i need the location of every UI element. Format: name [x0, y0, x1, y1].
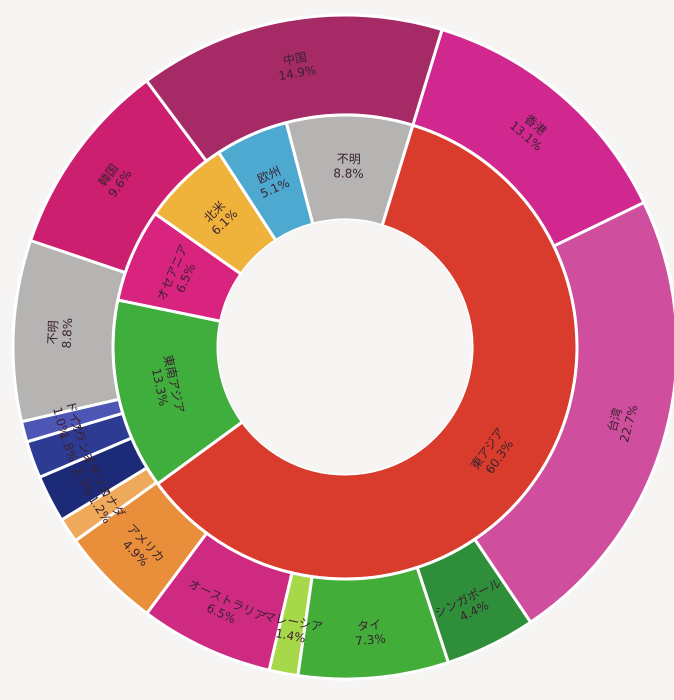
outer-slice-13: [144, 13, 444, 164]
outer-label-name-11: 不明: [45, 320, 60, 345]
inner-label-5: 不明8.8%: [333, 152, 364, 181]
outer-label-pct-4: 1.4%: [274, 626, 307, 645]
outer-label-pct-13: 14.9%: [277, 63, 317, 83]
center-hole: [218, 220, 472, 474]
outer-label-name-1: 台湾: [604, 406, 625, 433]
outer-label-11: 不明8.8%: [45, 317, 75, 349]
outer-label-name-13: 中国: [282, 49, 308, 68]
outer-slice-1: [472, 200, 674, 625]
outer-ring: [11, 13, 674, 681]
outer-label-pct-11: 8.8%: [60, 318, 76, 349]
outer-label-13: 中国14.9%: [275, 48, 318, 83]
inner-label-pct-5: 8.8%: [333, 166, 364, 181]
outer-label-3: タイ7.3%: [353, 617, 386, 648]
outer-label-name-3: タイ: [357, 618, 382, 634]
inner-label-name-5: 不明: [337, 152, 361, 166]
outer-label-pct-3: 7.3%: [355, 632, 387, 649]
inner-ring: [111, 113, 579, 581]
